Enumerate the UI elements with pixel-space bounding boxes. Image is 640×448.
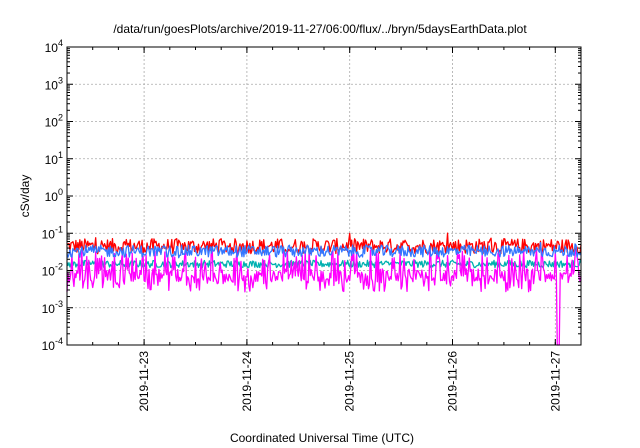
- x-tick-label: 2019-11-23: [137, 351, 151, 412]
- series-line: [66, 241, 582, 259]
- y-tick-label: 102: [45, 113, 63, 130]
- y-ticks: 10-4 10-3 10-2 10-1 100 101 102 103 104: [42, 38, 581, 353]
- series-line: [66, 249, 582, 346]
- chart-title: /data/run/goesPlots/archive/2019-11-27/0…: [113, 22, 527, 36]
- y-tick-label: 100: [45, 187, 63, 204]
- x-axis-title: Coordinated Universal Time (UTC): [230, 431, 414, 445]
- y-axis-title: cSv/day: [18, 175, 32, 218]
- x-tick-label: 2019-11-24: [240, 351, 254, 412]
- series-line: [66, 232, 582, 255]
- grid-lines: [67, 47, 581, 345]
- x-tick-label: 2019-11-27: [548, 351, 562, 412]
- x-tick-label: 2019-11-25: [343, 351, 357, 412]
- series-lines: [66, 232, 582, 346]
- x-tick-label: 2019-11-26: [446, 351, 460, 412]
- y-tick-label: 10-3: [42, 299, 63, 316]
- y-tick-label: 104: [45, 38, 63, 55]
- y-tick-label: 101: [45, 150, 63, 167]
- y-tick-label: 10-4: [42, 336, 63, 353]
- y-tick-label: 10-1: [42, 224, 63, 241]
- x-ticks: 2019-11-23 2019-11-24 2019-11-25 2019-11-26…: [66, 47, 582, 412]
- series-line: [66, 259, 582, 269]
- y-tick-label: 103: [45, 75, 63, 92]
- y-tick-label: 10-2: [42, 262, 63, 279]
